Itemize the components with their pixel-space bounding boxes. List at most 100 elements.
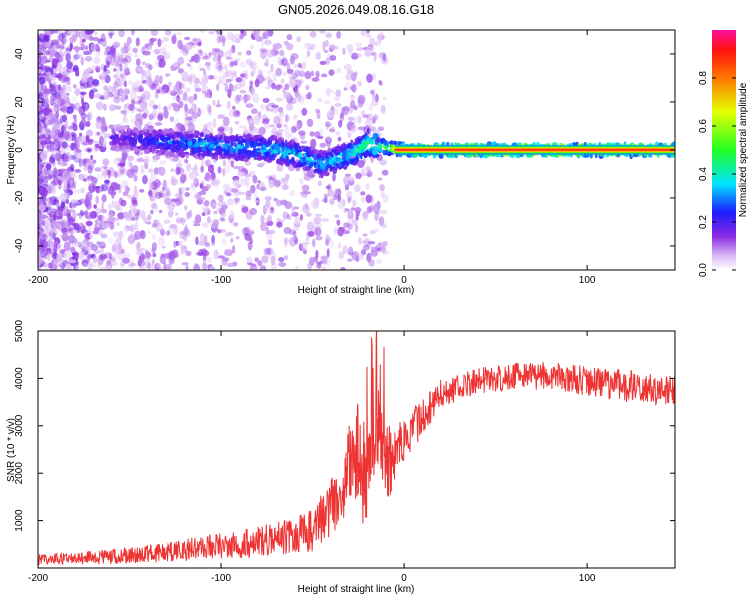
spectrogram-noise-cell — [152, 263, 156, 270]
y-tick-label: 20 — [14, 96, 25, 108]
spectrogram-noise-cell — [215, 61, 222, 70]
spectrogram-noise-cell — [198, 63, 202, 73]
spectrogram-noise-cell — [332, 172, 336, 182]
spectrogram-noise-cell — [343, 63, 352, 71]
spectrogram-noise-cell — [183, 123, 189, 128]
spectrogram-noise-cell — [327, 109, 333, 119]
spectrogram-noise-cell — [40, 151, 48, 162]
spectrogram-noise-cell — [65, 154, 69, 162]
spectrogram-noise-cell — [249, 238, 253, 245]
spectrogram-noise-cell — [181, 71, 189, 78]
spectrogram-noise-cell — [266, 75, 271, 82]
spectrogram-noise-cell — [132, 214, 139, 221]
spectrogram-noise-cell — [147, 178, 152, 185]
spectrogram-noise-cell — [334, 103, 342, 107]
spectrogram-noise-cell — [101, 120, 107, 128]
spectrogram-noise-cell — [38, 227, 45, 234]
spectrogram-noise-cell — [293, 64, 298, 68]
spectrogram-noise-cell — [129, 233, 135, 241]
spectrogram-noise-cell — [122, 191, 128, 197]
spectrogram-ridge-cell — [269, 139, 272, 146]
spectrogram-noise-cell — [84, 121, 91, 127]
spectrogram-noise-cell — [95, 120, 103, 130]
spectrogram-noise-cell — [188, 75, 194, 85]
spectrogram-noise-cell — [38, 108, 42, 113]
spectrogram-noise-cell — [38, 209, 42, 218]
spectrogram-noise-cell — [201, 187, 206, 192]
spectrogram-noise-cell — [170, 168, 175, 173]
spectrogram-noise-cell — [349, 122, 355, 129]
spectrogram-noise-cell — [139, 189, 145, 193]
spectrogram-noise-cell — [253, 128, 261, 134]
spectrogram-noise-cell — [38, 111, 43, 116]
spectrogram-noise-cell — [226, 31, 234, 41]
spectrogram-noise-cell — [320, 255, 329, 261]
spectrogram-noise-cell — [39, 236, 46, 240]
spectrogram-noise-cell — [274, 42, 283, 50]
spectrogram-noise-cell — [111, 253, 120, 260]
spectrogram-noise-cell — [199, 67, 206, 71]
spectrogram-noise-cell — [57, 62, 63, 72]
spectrogram-noise-cell — [150, 171, 157, 182]
spectrogram-noise-cell — [184, 107, 189, 117]
spectrogram-noise-cell — [139, 102, 145, 112]
colorbar-label: Normalized spectral amplitude — [738, 82, 749, 217]
spectrogram-noise-cell — [70, 246, 76, 254]
spectrogram-noise-cell — [319, 128, 324, 137]
spectrogram-noise-cell — [90, 42, 97, 53]
spectrogram-noise-cell — [250, 44, 254, 49]
spectrogram-noise-cell — [82, 39, 86, 43]
spectrogram-ridge-cell — [365, 142, 371, 145]
spectrogram-noise-cell — [147, 230, 151, 234]
spectrogram-noise-cell — [156, 263, 162, 269]
spectrogram-noise-cell — [340, 267, 346, 270]
spectrogram-noise-cell — [57, 244, 61, 250]
y-tick-label: 4000 — [14, 367, 25, 390]
spectrogram-noise-cell — [279, 49, 285, 57]
spectrogram-noise-cell — [162, 179, 168, 190]
spectrogram-noise-cell — [38, 216, 43, 222]
spectrogram-noise-cell — [380, 209, 388, 215]
spectrogram-noise-cell — [273, 49, 280, 56]
spectrogram-noise-cell — [49, 94, 55, 104]
spectrogram-noise-cell — [95, 65, 103, 70]
spectrogram-noise-cell — [271, 104, 279, 109]
spectrogram-noise-cell — [80, 113, 88, 119]
spectrogram-x-label: Height of straight line (km) — [298, 285, 415, 296]
spectrogram-noise-cell — [183, 205, 188, 211]
spectrogram-noise-cell — [54, 137, 62, 148]
spectrogram-noise-cell — [73, 184, 77, 194]
spectrogram-noise-cell — [229, 48, 234, 54]
spectrogram-noise-cell — [245, 256, 253, 264]
spectrogram-noise-cell — [365, 183, 370, 190]
spectrogram-noise-cell — [185, 163, 191, 173]
spectrogram-noise-cell — [319, 60, 327, 65]
spectrogram-noise-cell — [142, 112, 148, 119]
spectrogram-noise-cell — [209, 266, 216, 270]
spectrogram-noise-cell — [320, 255, 328, 265]
spectrogram-noise-cell — [176, 32, 183, 36]
spectrogram-ridge-cell — [287, 152, 291, 156]
spectrogram-noise-cell — [38, 222, 42, 228]
spectrogram-noise-cell — [224, 165, 232, 174]
spectrogram-noise-cell — [127, 155, 134, 161]
spectrogram-noise-cell — [38, 179, 42, 185]
spectrogram-noise-cell — [196, 193, 200, 200]
spectrogram-noise-cell — [106, 92, 114, 98]
spectrogram-noise-cell — [159, 160, 167, 165]
spectrogram-noise-cell — [103, 51, 108, 56]
spectrogram-noise-cell — [38, 122, 44, 132]
spectrogram-noise-cell — [211, 238, 215, 247]
spectrogram-noise-cell — [66, 87, 72, 93]
spectrogram-noise-cell — [74, 169, 82, 173]
spectrogram-noise-cell — [108, 252, 113, 260]
spectrogram-noise-cell — [188, 171, 197, 180]
spectrogram-noise-cell — [116, 222, 120, 227]
spectrogram-noise-cell — [377, 177, 383, 181]
spectrogram-noise-cell — [273, 115, 281, 125]
spectrogram-noise-cell — [373, 51, 377, 62]
spectrogram-noise-cell — [373, 114, 379, 121]
spectrogram-noise-cell — [52, 135, 57, 140]
spectrogram-noise-cell — [69, 36, 76, 43]
spectrogram-noise-cell — [224, 69, 231, 78]
